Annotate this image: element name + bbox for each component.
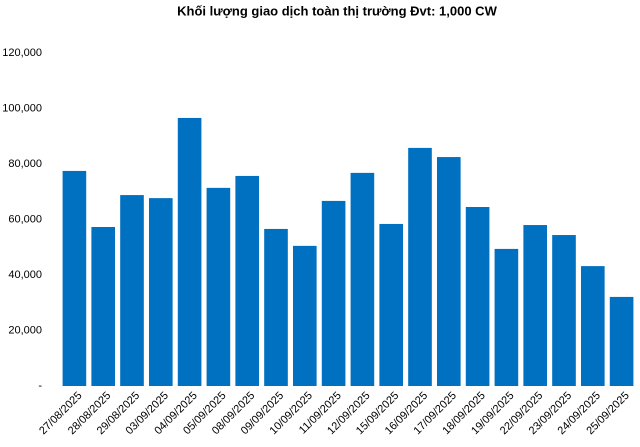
- bar: [408, 147, 432, 386]
- y-tick-label: 20,000: [8, 324, 42, 336]
- bar: [436, 157, 461, 386]
- bar: [177, 117, 202, 386]
- bar: [350, 172, 375, 386]
- y-tick-label: 120,000: [2, 47, 42, 59]
- bar: [494, 248, 519, 386]
- y-tick-label: 60,000: [8, 213, 42, 225]
- bar: [264, 228, 288, 386]
- bar: [62, 170, 87, 386]
- bar: [206, 187, 231, 386]
- y-tick-label: 40,000: [8, 269, 42, 281]
- bar: [552, 235, 576, 386]
- y-tick-label: 100,000: [2, 102, 42, 114]
- y-tick-label: 80,000: [8, 158, 42, 170]
- chart-title: Khối lượng giao dịch toàn thị trường Đvt…: [177, 3, 497, 18]
- bar: [321, 200, 346, 386]
- bar: [465, 207, 490, 386]
- bar: [292, 245, 317, 386]
- bar: [120, 195, 144, 386]
- bar: [235, 175, 260, 386]
- bar: [523, 225, 548, 386]
- y-tick-label: -: [38, 380, 42, 392]
- bar: [379, 223, 404, 386]
- bar: [609, 296, 634, 386]
- bar: [580, 266, 605, 386]
- bar: [91, 226, 116, 386]
- bar: [148, 198, 173, 386]
